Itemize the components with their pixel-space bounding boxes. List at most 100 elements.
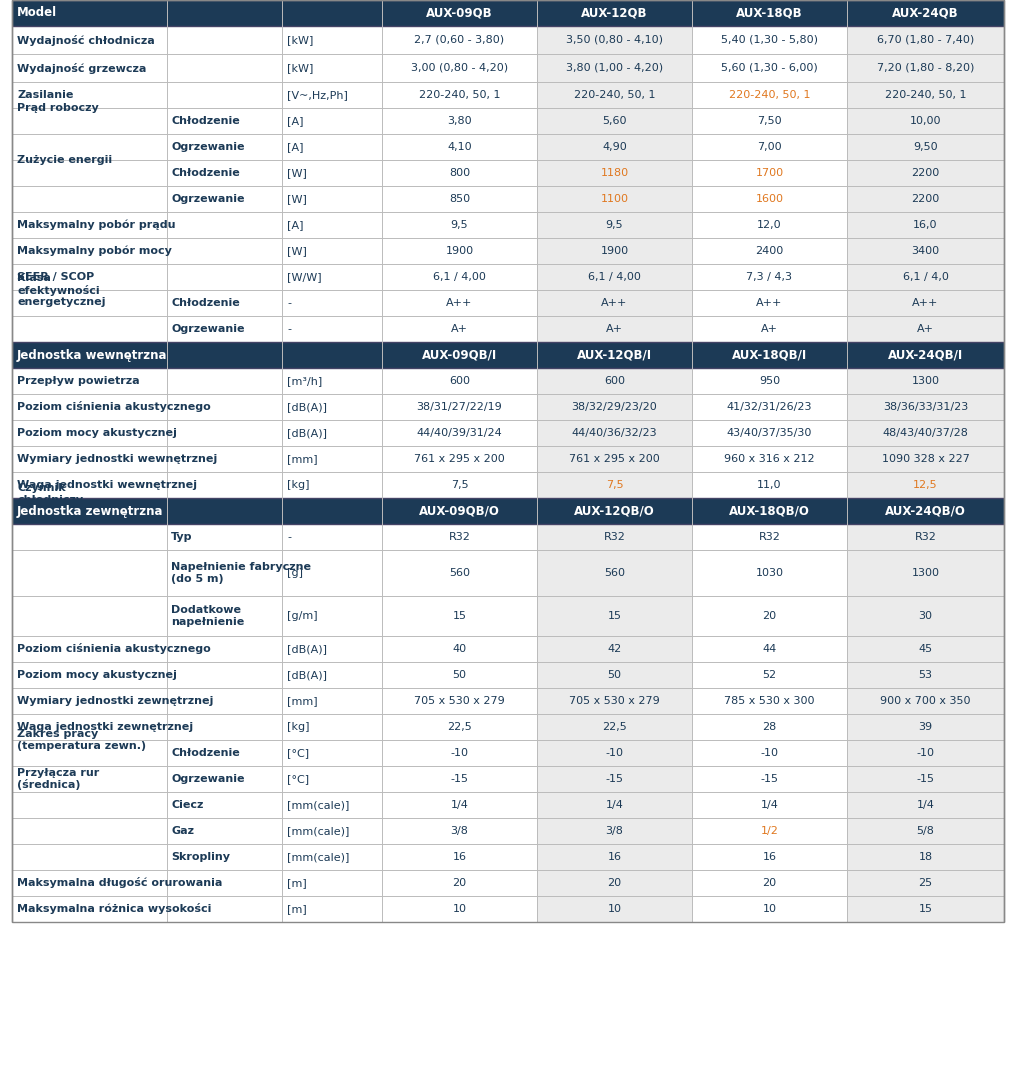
Text: [mm]: [mm] [287,454,317,464]
Text: 1090 328 x 227: 1090 328 x 227 [882,454,969,464]
Bar [847,212,1004,238]
Text: -10: -10 [451,748,469,758]
Text: 761 x 295 x 200: 761 x 295 x 200 [414,454,504,464]
Bar [382,524,537,550]
Bar [847,108,1004,134]
Text: [dB(A)]: [dB(A)] [287,644,327,655]
Text: 10: 10 [763,903,777,914]
Text: 9,50: 9,50 [913,142,938,152]
Bar [382,54,537,82]
Bar [537,524,692,550]
Text: [W/W]: [W/W] [287,271,321,282]
Bar [692,186,847,212]
Text: 42: 42 [607,644,621,655]
Bar [382,212,537,238]
Text: 3/8: 3/8 [451,826,469,836]
Bar [692,290,847,317]
Bar [847,238,1004,264]
Bar [537,238,692,264]
Bar [692,238,847,264]
Bar [692,792,847,818]
Text: 3/8: 3/8 [605,826,623,836]
Bar [382,290,537,317]
Text: 5,60: 5,60 [602,116,626,126]
Text: -15: -15 [451,774,469,784]
Text: 11,0: 11,0 [758,480,782,490]
Bar [692,714,847,740]
Text: 560: 560 [604,568,625,578]
Text: [g/m]: [g/m] [287,611,317,621]
Text: [m]: [m] [287,878,307,888]
Text: 43/40/37/35/30: 43/40/37/35/30 [727,428,813,438]
Text: 1100: 1100 [600,194,629,204]
Text: 25: 25 [918,878,933,888]
Text: 50: 50 [453,670,467,680]
Text: Ogrzewanie: Ogrzewanie [171,194,244,204]
Text: Ciecz: Ciecz [171,800,203,810]
Text: 3,50 (0,80 - 4,10): 3,50 (0,80 - 4,10) [566,35,663,45]
Bar [847,26,1004,54]
Text: 12,0: 12,0 [758,220,782,230]
Bar [847,740,1004,766]
Text: 5/8: 5/8 [916,826,935,836]
Text: 7,5: 7,5 [451,480,468,490]
Text: Ogrzewanie: Ogrzewanie [171,774,244,784]
Text: Czynnik
chłodniczy: Czynnik chłodniczy [17,483,83,504]
Bar [12,550,382,596]
Text: Przyłącza rur
(średnica): Przyłącza rur (średnica) [17,767,100,791]
Text: 10: 10 [453,903,467,914]
Bar [12,108,382,134]
Text: Przepływ powietrza: Przepływ powietrza [17,376,139,386]
Text: 2400: 2400 [756,246,784,256]
Bar [382,26,537,54]
Text: R32: R32 [914,532,937,542]
Text: -: - [287,532,291,542]
Text: 30: 30 [918,611,933,621]
Text: Maksymalny pobór prądu: Maksymalny pobór prądu [17,220,176,231]
Bar [537,368,692,394]
Bar [537,596,692,636]
Text: [kg]: [kg] [287,480,309,490]
Bar [537,160,692,186]
Text: 2200: 2200 [911,194,940,204]
Bar [847,524,1004,550]
Bar [537,870,692,896]
Text: 53: 53 [918,670,933,680]
Text: R32: R32 [448,532,471,542]
Text: 5,60 (1,30 - 6,00): 5,60 (1,30 - 6,00) [721,63,818,73]
Bar [537,134,692,160]
Text: Maksymalna długość orurowania: Maksymalna długość orurowania [17,878,223,888]
Bar [692,766,847,792]
Text: [kW]: [kW] [287,35,313,45]
Text: 1/2: 1/2 [761,826,778,836]
Bar [12,212,382,238]
Bar [12,446,382,472]
Bar [692,688,847,714]
Text: 220-240, 50, 1: 220-240, 50, 1 [419,90,500,100]
Text: 3,80: 3,80 [447,116,472,126]
Bar [692,636,847,662]
Bar [12,714,382,740]
Bar [382,394,537,420]
Bar [382,792,537,818]
Bar [537,317,692,342]
Text: SEER / SCOP: SEER / SCOP [17,271,95,282]
Bar [692,108,847,134]
Text: Klasa
efektywności
energetycznej: Klasa efektywności energetycznej [17,273,106,307]
Bar [537,550,692,596]
Text: 560: 560 [448,568,470,578]
Bar [12,290,382,317]
Bar [382,870,537,896]
Bar [847,420,1004,446]
Text: [mm(cale)]: [mm(cale)] [287,800,350,810]
Bar [12,186,382,212]
Text: Poziom ciśnienia akustycznego: Poziom ciśnienia akustycznego [17,644,211,655]
Bar [12,524,382,550]
Text: 2200: 2200 [911,168,940,178]
Bar [12,766,382,792]
Bar [12,238,382,264]
Bar [537,792,692,818]
Bar [382,108,537,134]
Text: [A]: [A] [287,116,303,126]
Text: 1030: 1030 [756,568,783,578]
